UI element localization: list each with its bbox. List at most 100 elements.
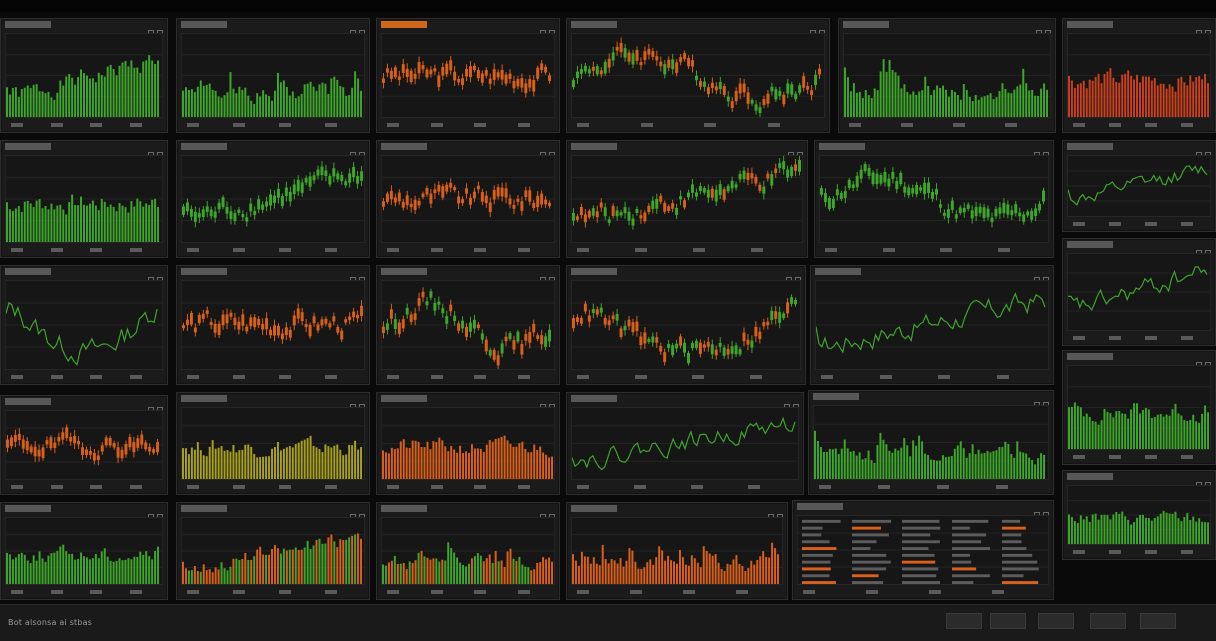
- chart-area[interactable]: [815, 280, 1049, 370]
- volume-bar: [382, 450, 384, 479]
- chart-area[interactable]: [843, 33, 1051, 118]
- panel-header[interactable]: [567, 19, 829, 36]
- chart-area[interactable]: [571, 407, 799, 480]
- chart-area[interactable]: [381, 407, 555, 480]
- chart-panel-25[interactable]: [0, 502, 168, 600]
- chart-area[interactable]: [5, 410, 163, 480]
- chart-area[interactable]: [1067, 33, 1211, 118]
- panel-header[interactable]: [793, 501, 1053, 518]
- chart-area[interactable]: [571, 33, 825, 118]
- chart-area[interactable]: [571, 155, 803, 243]
- panel-header[interactable]: [809, 391, 1053, 408]
- chart-panel-5[interactable]: [838, 18, 1056, 133]
- status-button-4[interactable]: [1090, 613, 1126, 629]
- chart-panel-20[interactable]: [176, 392, 370, 495]
- panel-header[interactable]: [177, 19, 369, 36]
- panel-header[interactable]: [377, 19, 559, 36]
- panel-header[interactable]: [377, 141, 559, 158]
- panel-header[interactable]: [567, 141, 807, 158]
- panel-header[interactable]: [567, 266, 805, 283]
- chart-area[interactable]: [181, 155, 365, 243]
- status-button-5[interactable]: [1140, 613, 1176, 629]
- chart-area[interactable]: [5, 280, 163, 370]
- panel-header[interactable]: [1063, 239, 1215, 256]
- chart-panel-16[interactable]: [566, 265, 806, 385]
- chart-area[interactable]: [181, 33, 365, 118]
- panel-title-bar: [181, 268, 227, 275]
- chart-panel-19[interactable]: [0, 395, 168, 495]
- chart-area[interactable]: [571, 517, 783, 585]
- chart-panel-26[interactable]: [176, 502, 370, 600]
- panel-header[interactable]: [1, 503, 167, 520]
- chart-panel-30[interactable]: [1062, 470, 1216, 560]
- chart-panel-6[interactable]: [1062, 18, 1216, 133]
- candle-body: [468, 197, 472, 205]
- chart-area[interactable]: [1067, 253, 1211, 331]
- chart-panel-4[interactable]: [566, 18, 830, 133]
- chart-area[interactable]: [819, 155, 1049, 243]
- chart-panel-23[interactable]: [808, 390, 1054, 495]
- chart-panel-8[interactable]: [176, 140, 370, 258]
- panel-header[interactable]: [1, 19, 167, 36]
- chart-area[interactable]: [5, 517, 163, 585]
- chart-panel-29[interactable]: [792, 500, 1054, 600]
- panel-header[interactable]: [811, 266, 1053, 283]
- chart-area[interactable]: [181, 407, 365, 480]
- chart-panel-28[interactable]: [566, 502, 788, 600]
- chart-panel-15[interactable]: [376, 265, 560, 385]
- panel-header[interactable]: [177, 266, 369, 283]
- chart-panel-11[interactable]: [814, 140, 1054, 258]
- chart-panel-2[interactable]: [176, 18, 370, 133]
- chart-panel-12[interactable]: [1062, 140, 1216, 232]
- chart-area[interactable]: [813, 405, 1049, 480]
- panel-header[interactable]: [177, 503, 369, 520]
- chart-area[interactable]: [5, 33, 163, 118]
- chart-area[interactable]: [1067, 485, 1211, 545]
- chart-panel-17[interactable]: [810, 265, 1054, 385]
- chart-panel-27[interactable]: [376, 502, 560, 600]
- chart-panel-9[interactable]: [376, 140, 560, 258]
- chart-area[interactable]: [381, 33, 555, 118]
- panel-header[interactable]: [1063, 471, 1215, 488]
- panel-header[interactable]: [177, 393, 369, 410]
- chart-panel-14[interactable]: [176, 265, 370, 385]
- status-button-3[interactable]: [1038, 613, 1074, 629]
- status-button-1[interactable]: [946, 613, 982, 629]
- chart-panel-21[interactable]: [376, 392, 560, 495]
- volume-bar: [14, 208, 17, 242]
- panel-header[interactable]: [377, 503, 559, 520]
- chart-panel-10[interactable]: [566, 140, 808, 258]
- chart-area[interactable]: [181, 280, 365, 370]
- chart-panel-1[interactable]: [0, 18, 168, 133]
- chart-area[interactable]: [381, 280, 555, 370]
- status-button-2[interactable]: [990, 613, 1026, 629]
- chart-area[interactable]: [571, 280, 801, 370]
- panel-header[interactable]: [177, 141, 369, 158]
- panel-header[interactable]: [1, 396, 167, 413]
- chart-area[interactable]: [797, 515, 1049, 585]
- chart-area[interactable]: [381, 517, 555, 585]
- chart-panel-7[interactable]: [0, 140, 168, 258]
- candle-body: [257, 318, 261, 326]
- chart-area[interactable]: [5, 155, 163, 243]
- panel-header[interactable]: [1063, 19, 1215, 36]
- chart-panel-3[interactable]: [376, 18, 560, 133]
- panel-header[interactable]: [815, 141, 1053, 158]
- panel-header[interactable]: [377, 266, 559, 283]
- chart-area[interactable]: [1067, 155, 1211, 217]
- panel-header[interactable]: [1, 266, 167, 283]
- chart-area[interactable]: [381, 155, 555, 243]
- panel-header[interactable]: [377, 393, 559, 410]
- panel-header[interactable]: [1063, 351, 1215, 368]
- chart-panel-22[interactable]: [566, 392, 804, 495]
- panel-header[interactable]: [567, 393, 803, 410]
- chart-panel-24[interactable]: [1062, 350, 1216, 465]
- chart-area[interactable]: [181, 517, 365, 585]
- panel-header[interactable]: [1, 141, 167, 158]
- panel-header[interactable]: [567, 503, 787, 520]
- chart-panel-18[interactable]: [1062, 238, 1216, 346]
- panel-header[interactable]: [1063, 141, 1215, 158]
- panel-header[interactable]: [839, 19, 1055, 36]
- chart-area[interactable]: [1067, 365, 1211, 450]
- chart-panel-13[interactable]: [0, 265, 168, 385]
